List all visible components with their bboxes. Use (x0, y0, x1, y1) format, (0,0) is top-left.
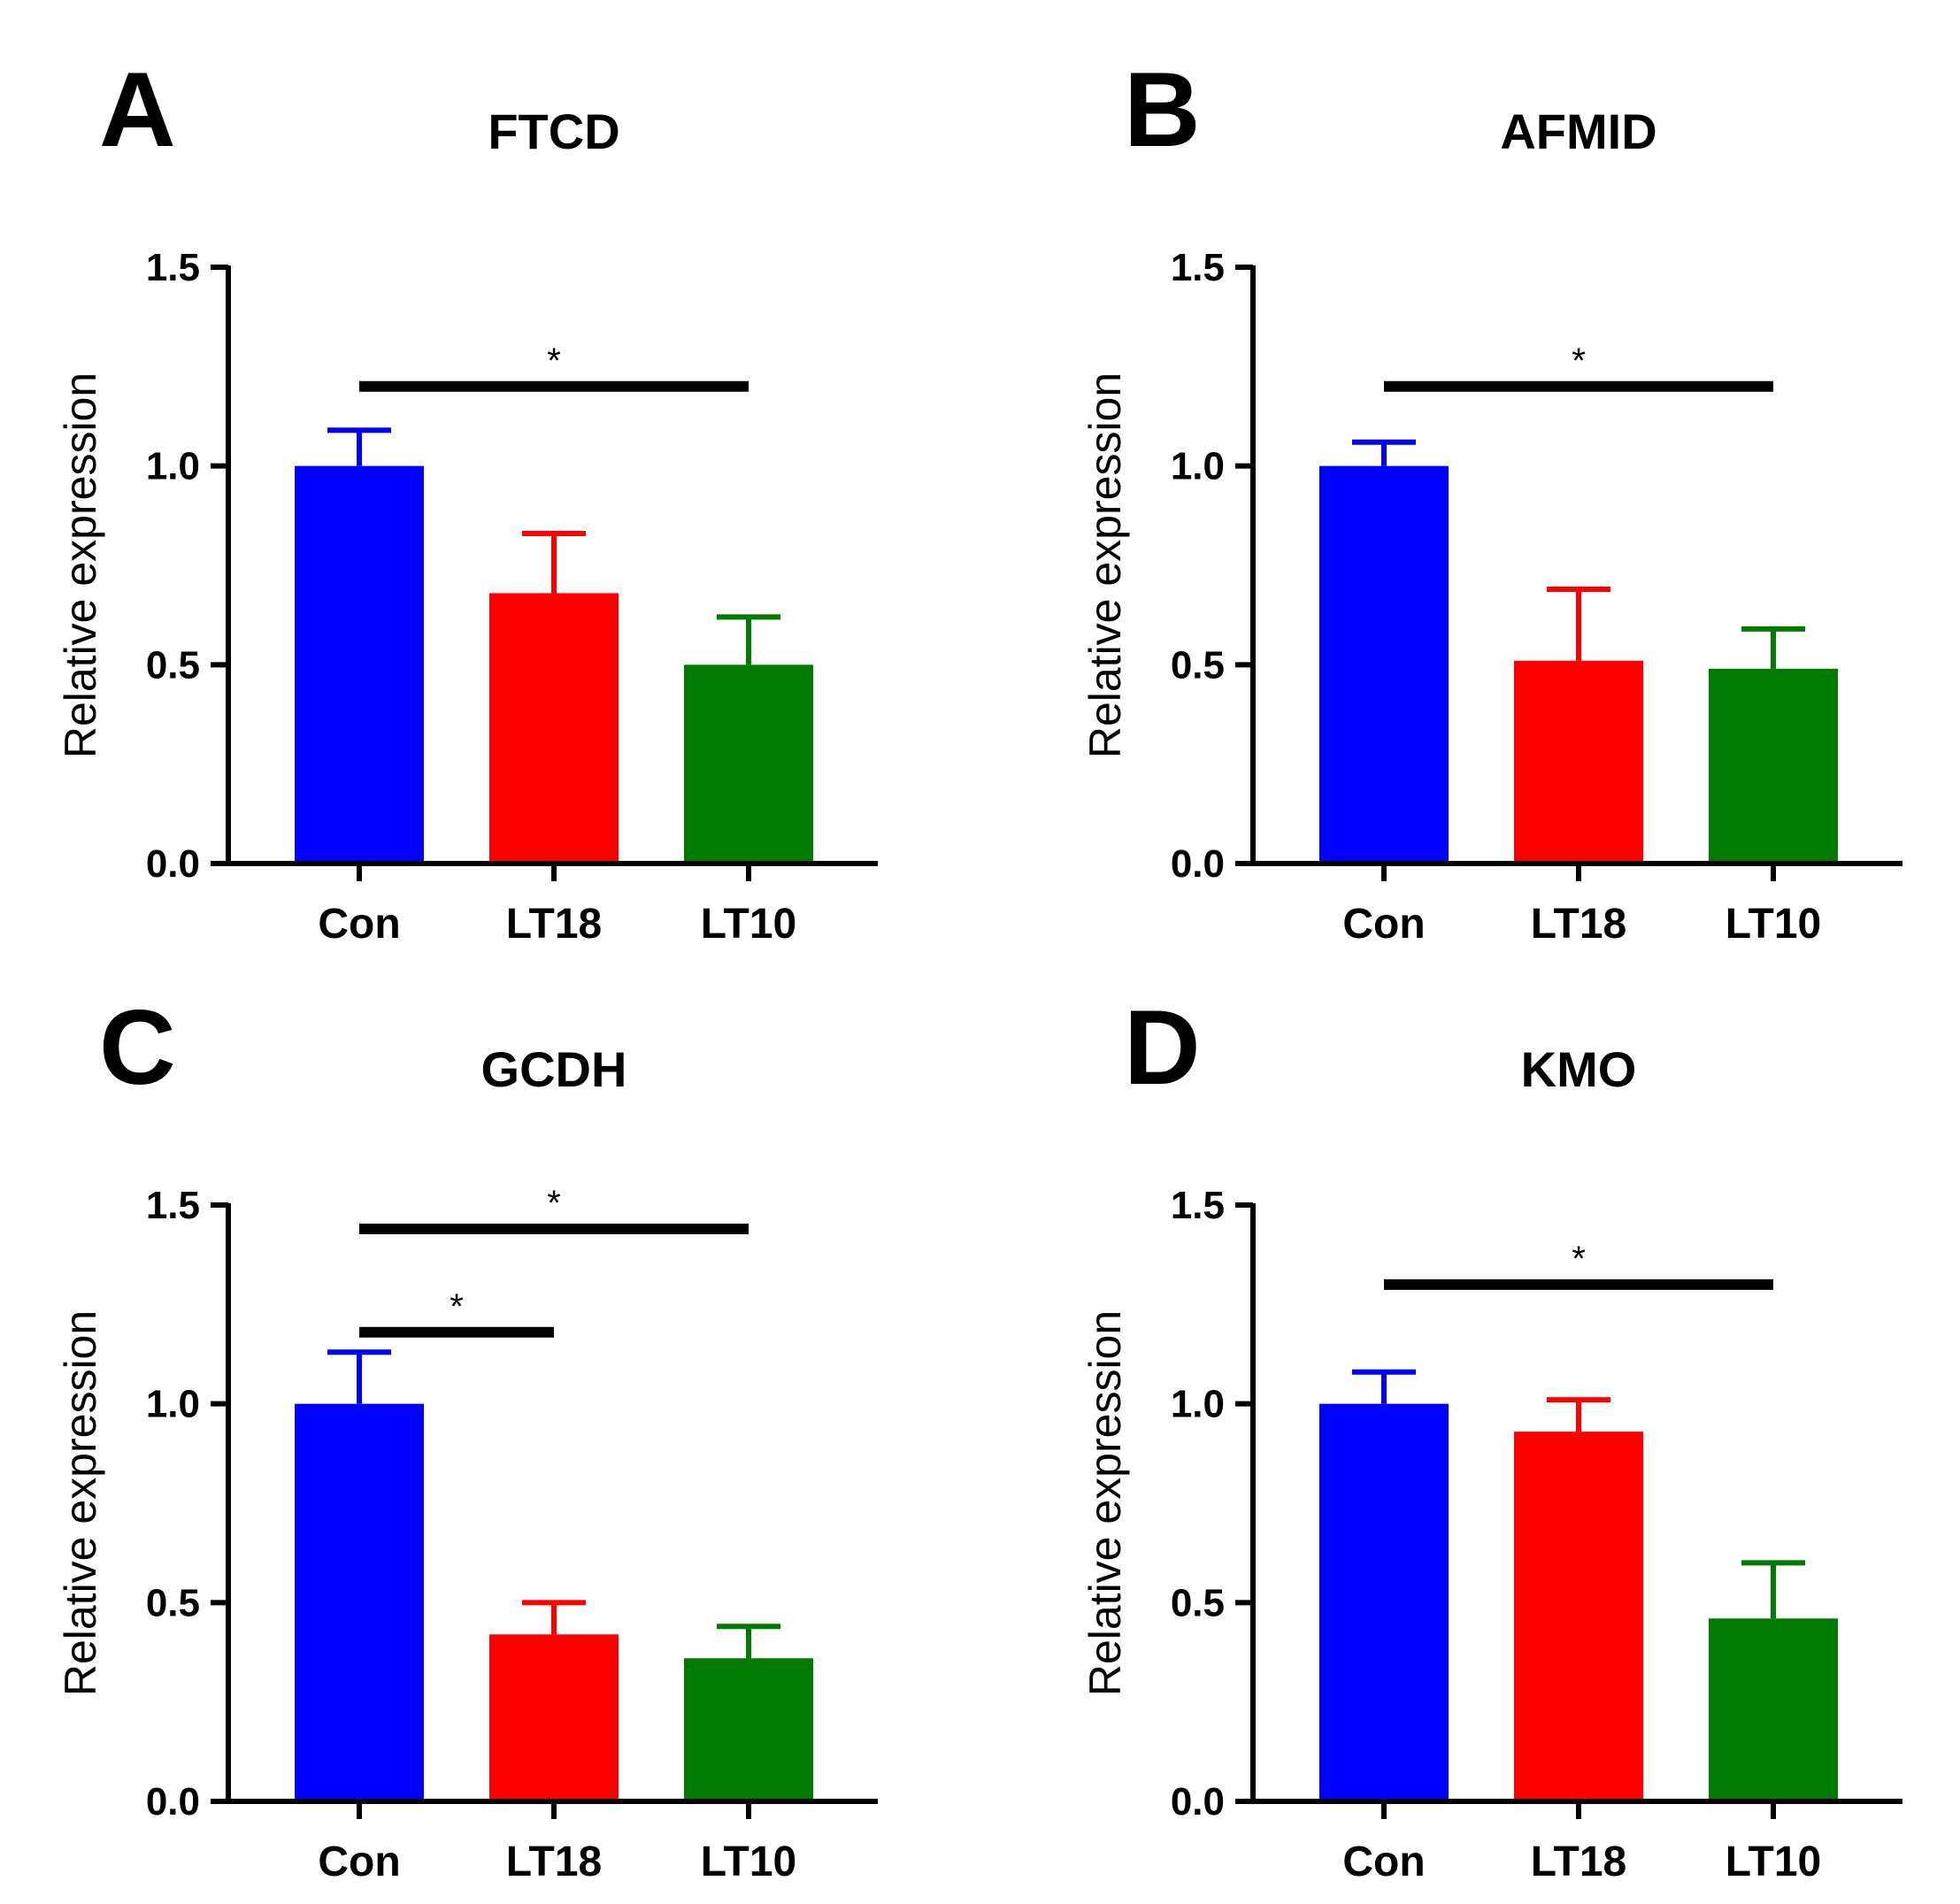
significance-label: * (1572, 342, 1586, 380)
significance-label: * (547, 342, 561, 380)
chart-title: KMO (1521, 1041, 1637, 1097)
chart-panel-b: B AFMID Relative expression 0.0 0.5 1.0 1.5 Con… (1080, 50, 1902, 948)
panel-letter: D (1124, 988, 1201, 1107)
bar-lt10 (1709, 1618, 1838, 1801)
y-tick-label: 1.0 (146, 445, 200, 488)
y-tick-label: 1.5 (146, 1184, 200, 1227)
chart-title: FTCD (488, 104, 619, 159)
y-tick-label: 1.5 (1171, 246, 1225, 289)
bar-con (295, 1403, 424, 1801)
y-tick-label: 1.0 (1171, 445, 1225, 488)
significance-label: * (547, 1184, 561, 1223)
significance-label: * (1572, 1240, 1586, 1278)
y-axis-title: Relative expression (56, 372, 105, 758)
bar-lt10 (684, 1658, 813, 1801)
bar-con (295, 465, 424, 864)
bar-con (1319, 465, 1449, 864)
y-tick-label: 0.5 (146, 643, 200, 687)
panel-letter: A (99, 50, 176, 169)
y-tick-label: 1.0 (146, 1383, 200, 1426)
y-tick-label: 0.5 (1171, 1581, 1225, 1624)
x-tick-label-con: Con (318, 901, 400, 948)
y-axis-title: Relative expression (56, 1310, 105, 1696)
chart-title: GCDH (481, 1041, 627, 1097)
y-tick-label: 0.0 (1171, 1780, 1225, 1823)
x-tick-label-con: Con (318, 1839, 400, 1885)
y-tick-label: 0.0 (146, 842, 200, 886)
x-tick-label-lt10: LT10 (1726, 901, 1821, 948)
x-tick-label-lt18: LT18 (506, 1839, 602, 1885)
bar-lt18 (1514, 660, 1643, 864)
y-tick-label: 0.0 (146, 1780, 200, 1823)
y-tick-label: 1.0 (1171, 1383, 1225, 1426)
chart-panel-a: A FTCD Relative expression 0.0 0.5 1.0 1.5 Con L… (56, 50, 878, 948)
y-tick-label: 0.5 (146, 1581, 200, 1624)
chart-panel-d: D KMO Relative expression 0.0 0.5 1.0 1.5 Con LT… (1080, 988, 1902, 1885)
y-tick-label: 0.0 (1171, 842, 1225, 886)
chart-panel-c: C GCDH Relative expression 0.0 0.5 1.0 1.5 Con L… (56, 988, 878, 1885)
x-tick-label-con: Con (1342, 1839, 1425, 1885)
y-tick-label: 1.5 (1171, 1184, 1225, 1227)
panel-letter: B (1124, 50, 1201, 169)
panel-letter: C (99, 988, 176, 1107)
y-axis-title: Relative expression (1080, 372, 1130, 758)
bar-lt18 (1514, 1432, 1643, 1801)
x-tick-label-lt10: LT10 (701, 1839, 796, 1885)
bar-lt10 (684, 664, 813, 864)
y-tick-label: 1.5 (146, 246, 200, 289)
x-tick-label-lt18: LT18 (1531, 901, 1626, 948)
x-tick-label-lt18: LT18 (506, 901, 602, 948)
x-tick-label-con: Con (1342, 901, 1425, 948)
x-tick-label-lt10: LT10 (701, 901, 796, 948)
y-axis-title: Relative expression (1080, 1310, 1130, 1696)
chart-title: AFMID (1500, 104, 1656, 159)
bar-lt18 (489, 593, 619, 864)
x-tick-label-lt18: LT18 (1531, 1839, 1626, 1885)
y-tick-label: 0.5 (1171, 643, 1225, 687)
significance-label: * (450, 1287, 464, 1326)
bar-lt10 (1709, 668, 1838, 864)
bar-lt18 (489, 1634, 619, 1801)
bar-con (1319, 1403, 1449, 1801)
x-tick-label-lt10: LT10 (1726, 1839, 1821, 1885)
